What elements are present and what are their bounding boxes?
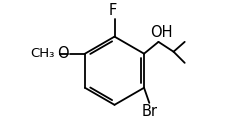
Text: F: F [109, 3, 117, 18]
Text: Br: Br [142, 104, 158, 119]
Text: O: O [58, 46, 69, 61]
Text: OH: OH [150, 25, 172, 40]
Text: CH₃: CH₃ [30, 47, 54, 60]
